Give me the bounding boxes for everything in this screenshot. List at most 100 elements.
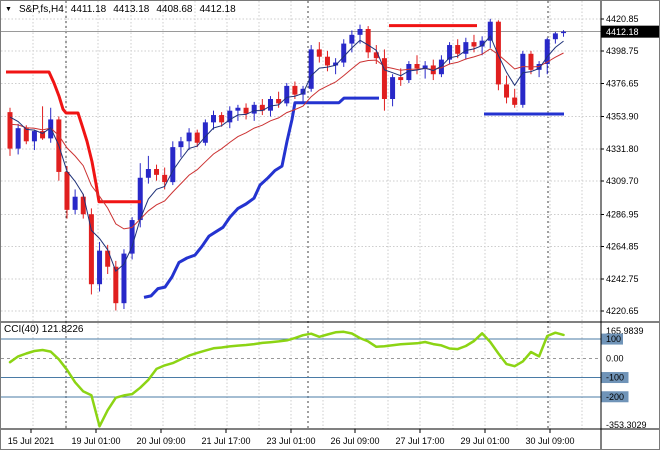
candle: [561, 30, 567, 37]
candle: [251, 101, 257, 121]
candle: [308, 45, 314, 92]
candle: [121, 249, 127, 310]
time-tick-label: 26 Jul 09:00: [330, 436, 379, 446]
candle: [243, 103, 249, 120]
candle: [349, 30, 355, 53]
ohlc-close-value: 4412.18: [199, 4, 236, 15]
candle: [80, 193, 86, 219]
candle: [398, 68, 404, 86]
candle: [7, 107, 13, 156]
time-tick-label: 27 Jul 17:00: [395, 436, 444, 446]
candle: [170, 141, 176, 186]
ma-slow-line: [9, 48, 564, 230]
candle: [324, 50, 330, 72]
chart-title: ▼ S&P,fs,H4 4411.18 4413.18 4408.68 4412…: [5, 4, 236, 15]
candle: [333, 58, 339, 75]
cci-tick-label: 0.00: [606, 353, 624, 363]
candle: [447, 42, 453, 65]
cci-tick-label: -353.3029: [606, 420, 647, 430]
cci-line: [8, 330, 565, 428]
time-tick-label: 30 Jul 09:00: [525, 436, 574, 446]
price-tick-label: 4398.75: [606, 46, 639, 56]
stop-line-blue: [143, 96, 379, 299]
candle: [129, 217, 135, 260]
cci-tick-label: -100: [606, 373, 624, 383]
candle: [528, 50, 534, 75]
current-price-tag: 4412.18: [601, 25, 659, 38]
ma-fast-line: [9, 35, 564, 273]
ohlc-open-value: 4411.18: [70, 4, 107, 15]
cci-tick-label: -200: [606, 392, 624, 402]
stop-line-red: [6, 70, 141, 204]
candle: [113, 260, 119, 311]
candle: [235, 104, 241, 121]
candle: [72, 189, 78, 215]
candle: [40, 106, 46, 140]
candle: [552, 31, 558, 44]
price-tick-label: 4353.90: [606, 112, 639, 122]
candle: [88, 208, 94, 295]
candle: [15, 123, 21, 155]
candle: [178, 136, 184, 158]
symbol-period-label: S&P,fs,H4: [18, 4, 64, 15]
candle: [31, 129, 37, 151]
cci-tick-label: 100: [606, 334, 621, 344]
candle: [373, 45, 379, 65]
candle: [487, 18, 493, 48]
candle: [520, 50, 526, 108]
ohlc-low-value: 4408.68: [156, 4, 193, 15]
price-tick-label: 4220.65: [606, 306, 639, 316]
svg-text:4412.18: 4412.18: [606, 27, 639, 37]
candle: [504, 75, 510, 104]
time-tick-label: 21 Jul 17:00: [201, 436, 250, 446]
candle: [145, 155, 151, 184]
candle: [381, 49, 387, 111]
candle: [422, 61, 428, 79]
vertical-gridlines: [32, 1, 583, 429]
candle: [544, 37, 550, 75]
price-axis[interactable]: 4420.85 4398.75 4376.65 4353.90 4331.80 4309.…: [601, 14, 660, 316]
price-tick-label: 4264.85: [606, 242, 639, 252]
candle: [390, 74, 396, 107]
price-tick-label: 4376.65: [606, 78, 639, 88]
candle: [64, 166, 70, 219]
time-axis[interactable]: 15 Jul 2021 19 Jul 01:00 20 Jul 09:00 21 Ju…: [8, 429, 575, 446]
price-tick-label: 4331.80: [606, 144, 639, 154]
price-tick-label: 4309.70: [606, 176, 639, 186]
candle: [284, 82, 290, 107]
candle: [316, 42, 322, 63]
candle: [471, 34, 477, 53]
ohlc-high-value: 4413.18: [113, 4, 150, 15]
candle: [211, 110, 216, 130]
trend-stop-lines: [6, 24, 564, 299]
candle: [406, 61, 412, 83]
candle: [219, 112, 225, 127]
candle: [455, 39, 461, 59]
candle: [227, 106, 233, 129]
cci-tick-label: 165.9839: [606, 326, 644, 336]
candle: [137, 163, 143, 228]
indicator-label: CCI(40) 121.8226: [4, 324, 84, 335]
candle: [202, 119, 208, 146]
candle: [259, 99, 265, 116]
candle: [97, 241, 103, 292]
symbol-dropdown-icon[interactable]: ▼: [5, 5, 12, 13]
candle: [414, 55, 420, 75]
candle: [186, 128, 192, 151]
week-separator-lines: [65, 1, 549, 429]
candle: [154, 164, 160, 181]
time-tick-label: 15 Jul 2021: [8, 436, 55, 446]
time-tick-label: 20 Jul 09:00: [136, 436, 185, 446]
candle: [463, 37, 469, 60]
time-tick-label: 29 Jul 01:00: [460, 436, 509, 446]
time-tick-label: 19 Jul 01:00: [71, 436, 120, 446]
candle: [56, 116, 62, 181]
time-tick-label: 23 Jul 01:00: [266, 436, 315, 446]
price-tick-label: 4242.75: [606, 274, 639, 284]
price-tick-label: 4286.95: [606, 209, 639, 219]
candle: [341, 39, 347, 67]
